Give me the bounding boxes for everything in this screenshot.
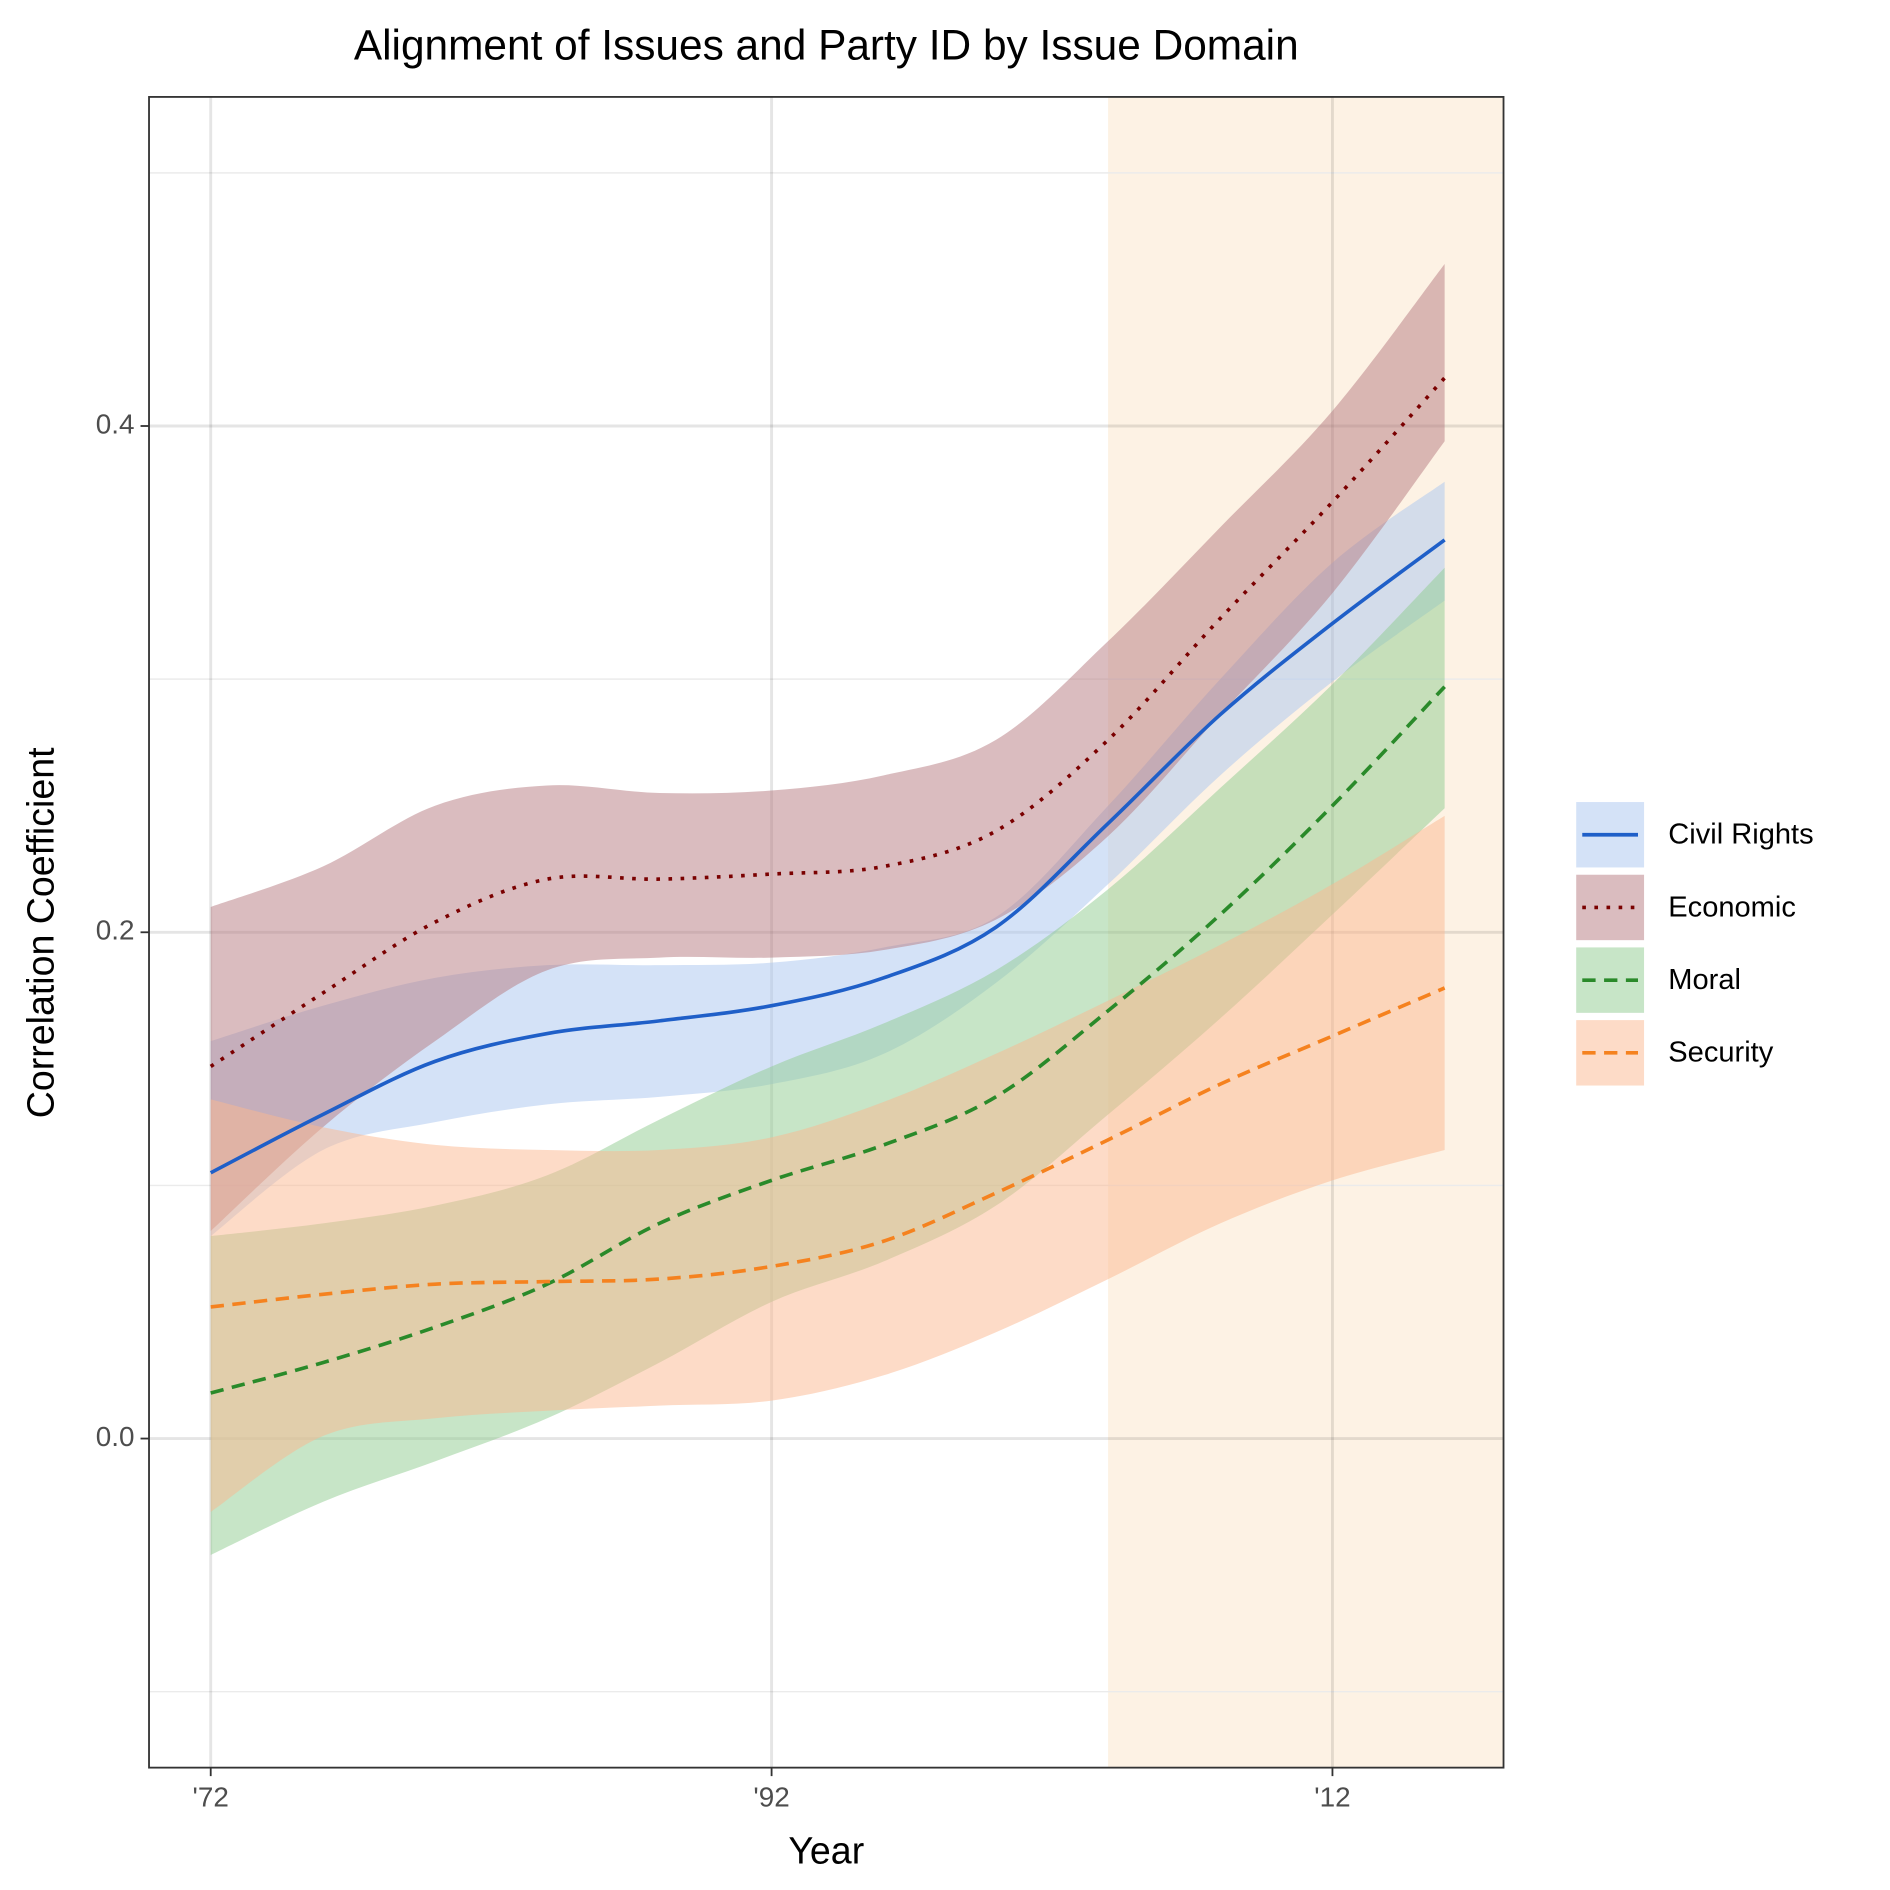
legend-label: Economic — [1668, 891, 1796, 923]
y-tick-label: 0.4 — [96, 408, 135, 439]
trend-line — [209, 538, 1446, 1175]
trend-line — [210, 685, 1446, 1395]
y-tick-label: 0.0 — [96, 1421, 135, 1452]
plot-area: 0.0 0.2 0.4 '72 '92 '12 — [96, 96, 1505, 1812]
x-tick-label: '12 — [1314, 1781, 1350, 1812]
legend-label: Moral — [1668, 964, 1741, 996]
y-tick-label: 0.2 — [96, 915, 135, 946]
y-axis-label: Correlation Coefficient — [20, 747, 62, 1118]
confidence-band — [210, 481, 1445, 1237]
legend-label: Civil Rights — [1668, 819, 1813, 851]
trend-line — [210, 986, 1446, 1309]
x-tick-label: '92 — [753, 1781, 789, 1812]
chart-title: Alignment of Issues and Party ID by Issu… — [354, 22, 1299, 69]
trend-line — [209, 376, 1446, 1068]
x-tick-label: '72 — [193, 1781, 229, 1812]
legend: Civil Rights Economic Moral Security — [1576, 802, 1814, 1086]
x-axis-label: Year — [788, 1830, 864, 1872]
legend-label: Security — [1668, 1037, 1773, 1069]
